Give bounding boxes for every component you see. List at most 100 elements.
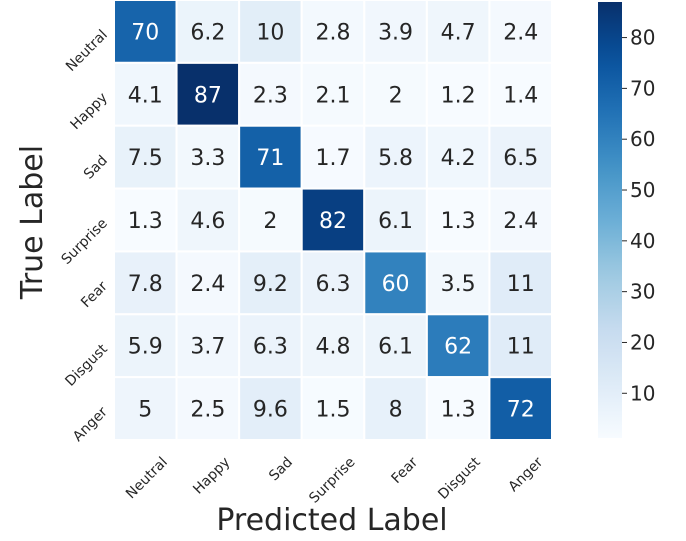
- cell-value-label: 1.7: [316, 146, 351, 171]
- cell-value-label: 6.5: [503, 146, 538, 171]
- y-tick-label: Surprise: [59, 216, 111, 268]
- colorbar-tick-label: 40: [630, 229, 655, 253]
- cell-value-label: 8: [389, 398, 403, 423]
- heatmap-cell: [238, 187, 303, 253]
- heatmap-cell: [425, 61, 491, 127]
- cell-value-label: 11: [507, 335, 535, 360]
- cell-value-label: 3.5: [441, 272, 476, 297]
- heatmap-cell: [488, 187, 553, 253]
- heatmap-cell: [300, 313, 366, 379]
- cell-value-label: 6.1: [378, 209, 413, 234]
- x-tick-label: Anger: [506, 454, 547, 495]
- heatmap-cell: [175, 124, 241, 190]
- cell-value-label: 9.2: [253, 272, 288, 297]
- heatmap-cell: [488, 61, 553, 127]
- cell-value-label: 5.9: [128, 335, 163, 360]
- x-tick-label: Surprise: [306, 454, 358, 506]
- heatmap-cell: [300, 376, 366, 441]
- cell-value-label: 1.3: [441, 209, 476, 234]
- heatmap-cell: [175, 313, 241, 379]
- heatmap-cell: [300, 124, 366, 190]
- heatmap-cell: [238, 0, 303, 64]
- x-tick-labels: Neutral Happy Sad Surprise Fear Disgust Anger: [123, 454, 546, 507]
- heatmap-cell: [363, 376, 428, 441]
- heatmap-cell: [175, 187, 241, 253]
- cell-value-label: 2.3: [253, 83, 288, 108]
- x-axis-label: Predicted Label: [216, 503, 447, 537]
- heatmap-cell: [113, 124, 178, 190]
- colorbar-tick-label: 70: [630, 76, 655, 100]
- x-tick-label: Disgust: [435, 454, 484, 503]
- cell-value-label: 4.8: [316, 335, 351, 360]
- heatmap-cell: [113, 0, 178, 64]
- cell-value-label: 6.1: [378, 335, 413, 360]
- cell-value-label: 3.9: [378, 20, 413, 45]
- colorbar-tick-label: 30: [630, 280, 655, 304]
- heatmap-cell: [425, 187, 491, 253]
- colorbar-tick-label: 80: [630, 26, 655, 50]
- cell-value-label: 9.6: [253, 398, 288, 423]
- cell-value-label: 72: [507, 398, 535, 423]
- heatmap-cell: [300, 187, 366, 253]
- x-tick-label: Fear: [388, 454, 421, 487]
- cell-value-label: 4.7: [441, 20, 476, 45]
- y-tick-label: Fear: [78, 278, 111, 311]
- cell-value-label: 3.7: [190, 335, 225, 360]
- cell-value-label: 11: [507, 272, 535, 297]
- cell-value-label: 5.8: [378, 146, 413, 171]
- colorbar-tick-label: 50: [630, 178, 655, 202]
- cell-value-label: 2.4: [190, 272, 225, 297]
- heatmap-cell: [488, 124, 553, 190]
- cell-value-label: 4.1: [128, 83, 163, 108]
- heatmap-cell: [300, 250, 366, 316]
- heatmap-cell: [363, 0, 428, 64]
- cell-value-label: 1.4: [503, 83, 538, 108]
- y-tick-label: Happy: [68, 90, 111, 133]
- cell-value-label: 2.8: [316, 20, 351, 45]
- heatmap-cell: [238, 250, 303, 316]
- heatmap-cell: [488, 376, 553, 441]
- cell-value-label: 6.3: [316, 272, 351, 297]
- heatmap-cell: [113, 61, 178, 127]
- cell-value-label: 2: [389, 83, 403, 108]
- x-tick-label: Sad: [266, 454, 296, 484]
- cell-value-label: 60: [382, 272, 410, 297]
- heatmap-cell-labels: 70 6.2 10 2.8 3.9 4.7 2.4 4.1 87 2.3 2.1 2 1.2 1.4 7.5…: [128, 20, 538, 422]
- y-tick-label: Neutral: [63, 27, 111, 75]
- heatmap-cell: [175, 0, 241, 64]
- heatmap-cell: [425, 250, 491, 316]
- cell-value-label: 10: [256, 20, 284, 45]
- cell-value-label: 7.8: [128, 272, 163, 297]
- cell-value-label: 6.3: [253, 335, 288, 360]
- colorbar-tick-label: 20: [630, 330, 655, 354]
- colorbar: 10 20 30 40 50 60 70 80: [598, 2, 655, 438]
- y-axis-label: True Label: [15, 145, 50, 300]
- cell-value-label: 1.3: [441, 398, 476, 423]
- cell-value-label: 2.1: [316, 83, 351, 108]
- heatmap-cell: [113, 313, 178, 379]
- heatmap-cells: [113, 0, 553, 441]
- y-tick-label: Anger: [70, 404, 111, 445]
- cell-value-label: 4.6: [190, 209, 225, 234]
- heatmap-cell: [488, 0, 553, 64]
- cell-value-label: 62: [444, 335, 472, 360]
- cell-value-label: 2: [263, 209, 277, 234]
- heatmap-cell: [425, 0, 491, 64]
- x-tick-label: Happy: [190, 454, 233, 497]
- cell-value-label: 5: [138, 398, 152, 423]
- heatmap-cell: [488, 313, 553, 379]
- cell-value-label: 70: [131, 20, 159, 45]
- y-tick-labels: Neutral Happy Sad Surprise Fear Disgust Anger: [59, 27, 112, 445]
- cell-value-label: 71: [256, 146, 284, 171]
- cell-value-label: 2.4: [503, 209, 538, 234]
- cell-value-label: 2.4: [503, 20, 538, 45]
- y-tick-label: Sad: [81, 153, 111, 183]
- cell-value-label: 1.2: [441, 83, 476, 108]
- heatmap-cell: [488, 250, 553, 316]
- cell-value-label: 1.5: [316, 398, 351, 423]
- cell-value-label: 82: [319, 209, 347, 234]
- cell-value-label: 7.5: [128, 146, 163, 171]
- heatmap-cell: [113, 187, 178, 253]
